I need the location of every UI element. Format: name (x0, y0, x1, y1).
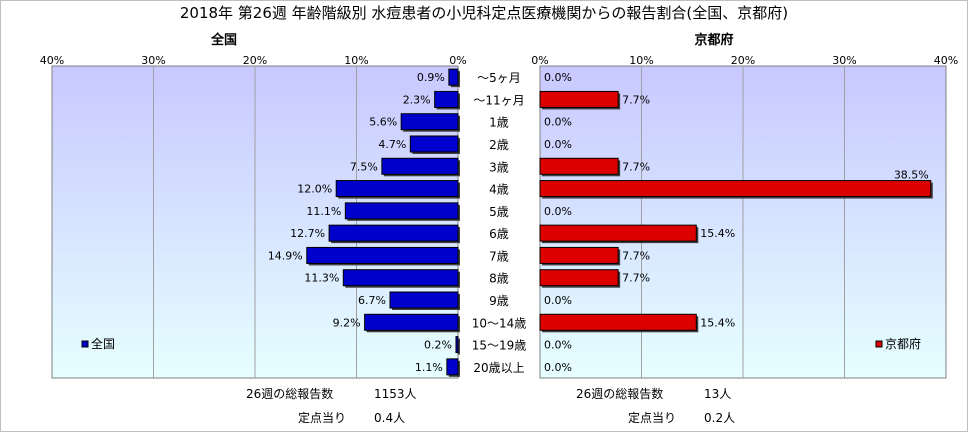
bar (381, 157, 459, 175)
x-tick-label: 0% (449, 54, 466, 67)
x-tick-label: 10% (629, 54, 653, 67)
data-label: 5.6% (369, 116, 397, 129)
data-label: 0.2% (424, 339, 452, 352)
data-label: 4.7% (378, 138, 406, 151)
bar (342, 269, 459, 287)
x-tick-label: 30% (141, 54, 165, 67)
footer-total-value: 1153人 (374, 387, 417, 401)
category-label: 7歳 (489, 249, 509, 263)
x-tick-label: 20% (731, 54, 755, 67)
data-label: 0.0% (544, 116, 572, 129)
category-label: 8歳 (489, 272, 509, 286)
category-label: 1歳 (489, 116, 509, 130)
category-label: ～11ヶ月 (473, 93, 524, 107)
data-label: 7.7% (622, 272, 650, 285)
data-label: 0.0% (544, 138, 572, 151)
x-tick-label: 30% (832, 54, 856, 67)
category-label: 2歳 (489, 138, 509, 152)
bar (539, 157, 619, 175)
data-label: 0.0% (544, 294, 572, 307)
x-tick-label: 0% (531, 54, 548, 67)
data-label: 0.0% (544, 71, 572, 84)
category-label: 20歳以上 (473, 361, 524, 375)
panel-title: 京都府 (694, 32, 733, 48)
data-label: 7.7% (622, 160, 650, 173)
x-tick-label: 20% (243, 54, 267, 67)
data-label: 38.5% (894, 169, 929, 182)
data-label: 0.0% (544, 205, 572, 218)
footer-per-label: 定点当り (298, 410, 346, 425)
data-label: 15.4% (700, 227, 735, 240)
footer-per-value: 0.4人 (374, 411, 405, 425)
bar (448, 68, 459, 86)
chart-title: 2018年 第26週 年齢階級別 水痘患者の小児科定点医療機関からの報告割合(全… (180, 4, 788, 22)
legend-label: 全国 (91, 336, 115, 351)
bar (400, 113, 459, 131)
bar (539, 224, 697, 242)
bar (409, 135, 459, 153)
bar (539, 90, 619, 108)
data-label: 0.9% (417, 71, 445, 84)
bar (539, 246, 619, 264)
bar-shadow (457, 338, 460, 355)
bar (364, 313, 459, 331)
x-tick-label: 10% (344, 54, 368, 67)
category-label: 10～14歳 (472, 316, 527, 330)
data-label: 0.0% (544, 339, 572, 352)
bar (539, 180, 932, 198)
data-label: 11.3% (304, 272, 339, 285)
x-tick-label: 40% (934, 54, 958, 67)
footer-total-value: 13人 (704, 387, 731, 401)
panel-title: 全国 (210, 32, 237, 48)
data-label: 12.7% (290, 227, 325, 240)
category-label: 15～19歳 (472, 339, 527, 353)
bar (539, 269, 619, 287)
bar (389, 291, 459, 309)
category-label: 5歳 (489, 205, 509, 219)
data-label: 11.1% (306, 205, 341, 218)
bar (446, 358, 459, 376)
data-label: 15.4% (700, 316, 735, 329)
data-label: 7.7% (622, 93, 650, 106)
category-label: 3歳 (489, 160, 509, 174)
legend-label: 京都府 (885, 336, 921, 351)
data-label: 0.0% (544, 361, 572, 374)
bar (539, 313, 697, 331)
footer-total-label: 26週の総報告数 (246, 386, 333, 401)
category-label: 4歳 (489, 183, 509, 197)
legend-swatch (875, 340, 883, 348)
bar (344, 202, 459, 220)
data-label: 9.2% (333, 316, 361, 329)
footer-per-label: 定点当り (628, 410, 676, 425)
bar (455, 336, 459, 354)
data-label: 7.5% (350, 160, 378, 173)
bar (306, 246, 459, 264)
bar (434, 90, 459, 108)
x-tick-label: 40% (40, 54, 64, 67)
footer-per-value: 0.2人 (704, 411, 735, 425)
bar (328, 224, 459, 242)
category-label: ～5ヶ月 (477, 71, 521, 85)
bar (335, 180, 459, 198)
data-label: 6.7% (358, 294, 386, 307)
category-label: 9歳 (489, 294, 509, 308)
data-label: 7.7% (622, 249, 650, 262)
data-label: 1.1% (415, 361, 443, 374)
data-label: 12.0% (297, 183, 332, 196)
data-label: 2.3% (403, 93, 431, 106)
legend-swatch (81, 340, 89, 348)
data-label: 14.9% (268, 249, 303, 262)
footer-total-label: 26週の総報告数 (576, 386, 663, 401)
category-label: 6歳 (489, 227, 509, 241)
